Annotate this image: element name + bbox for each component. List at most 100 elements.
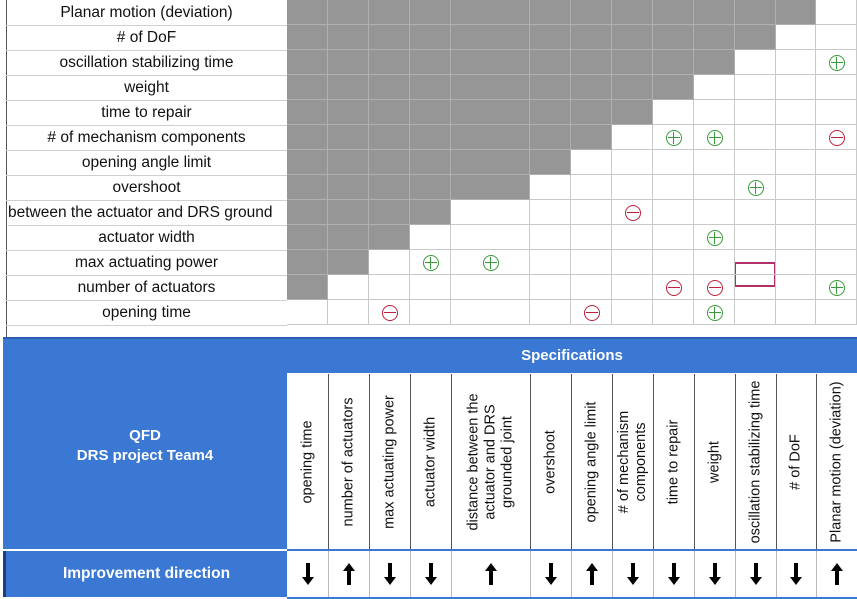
column-header-label: number of actuators <box>340 397 356 526</box>
matrix-cell[interactable] <box>451 275 530 300</box>
matrix-cell[interactable] <box>653 275 694 300</box>
matrix-cell[interactable] <box>530 200 571 225</box>
matrix-cell[interactable] <box>816 200 857 225</box>
matrix-cell[interactable] <box>694 125 735 150</box>
matrix-cell[interactable] <box>735 175 776 200</box>
matrix-cell[interactable] <box>451 225 530 250</box>
matrix-cell[interactable] <box>328 300 369 325</box>
matrix-cell[interactable] <box>328 275 369 300</box>
matrix-cell[interactable] <box>612 125 653 150</box>
matrix-cell[interactable] <box>816 225 857 250</box>
matrix-cell[interactable] <box>776 300 816 325</box>
improvement-cell <box>369 551 411 597</box>
matrix-cell[interactable] <box>735 125 776 150</box>
matrix-cell[interactable] <box>653 150 694 175</box>
matrix-cell[interactable] <box>735 150 776 175</box>
matrix-cell[interactable] <box>694 225 735 250</box>
matrix-cell[interactable] <box>694 175 735 200</box>
matrix-cell[interactable] <box>653 175 694 200</box>
matrix-cell[interactable] <box>369 275 410 300</box>
matrix-cell[interactable] <box>612 300 653 325</box>
matrix-cell[interactable] <box>612 250 653 275</box>
matrix-cell[interactable] <box>653 100 694 125</box>
matrix-cell[interactable] <box>735 300 776 325</box>
matrix-cell[interactable] <box>451 300 530 325</box>
matrix-cell[interactable] <box>735 50 776 75</box>
matrix-cell-blocked <box>410 200 451 225</box>
matrix-cell[interactable] <box>694 250 735 275</box>
specifications-label: Specifications <box>521 347 623 364</box>
matrix-cell[interactable] <box>694 275 735 300</box>
matrix-cell[interactable] <box>369 250 410 275</box>
matrix-cell[interactable] <box>816 75 857 100</box>
matrix-cell[interactable] <box>816 150 857 175</box>
matrix-cell-blocked <box>735 25 776 50</box>
matrix-cell[interactable] <box>694 300 735 325</box>
matrix-cell[interactable] <box>816 250 857 275</box>
matrix-cell-blocked <box>530 0 571 25</box>
matrix-cell[interactable] <box>694 75 735 100</box>
matrix-cell[interactable] <box>571 225 612 250</box>
matrix-cell[interactable] <box>530 300 571 325</box>
matrix-cell[interactable] <box>530 250 571 275</box>
matrix-cell-blocked <box>287 100 328 125</box>
matrix-cell[interactable] <box>776 75 816 100</box>
matrix-cell-blocked <box>530 75 571 100</box>
matrix-cell-blocked <box>410 150 451 175</box>
matrix-cell[interactable] <box>776 200 816 225</box>
matrix-cell[interactable] <box>653 200 694 225</box>
matrix-cell[interactable] <box>410 225 451 250</box>
matrix-cell[interactable] <box>530 225 571 250</box>
matrix-cell[interactable] <box>776 275 816 300</box>
matrix-cell[interactable] <box>816 100 857 125</box>
matrix-cell[interactable] <box>612 175 653 200</box>
matrix-cell[interactable] <box>816 0 857 25</box>
matrix-cell[interactable] <box>816 300 857 325</box>
matrix-cell[interactable] <box>653 125 694 150</box>
matrix-cell[interactable] <box>451 250 530 275</box>
matrix-cell[interactable] <box>571 150 612 175</box>
matrix-cell[interactable] <box>776 175 816 200</box>
matrix-cell[interactable] <box>287 300 328 325</box>
matrix-cell[interactable] <box>571 175 612 200</box>
matrix-cell[interactable] <box>776 50 816 75</box>
matrix-cell[interactable] <box>530 275 571 300</box>
matrix-cell[interactable] <box>653 250 694 275</box>
matrix-cell[interactable] <box>410 275 451 300</box>
matrix-cell[interactable] <box>776 150 816 175</box>
matrix-cell[interactable] <box>653 225 694 250</box>
matrix-cell[interactable] <box>410 300 451 325</box>
matrix-cell[interactable] <box>735 275 776 300</box>
matrix-cell[interactable] <box>816 175 857 200</box>
matrix-cell[interactable] <box>776 125 816 150</box>
matrix-cell[interactable] <box>612 150 653 175</box>
matrix-cell[interactable] <box>571 200 612 225</box>
matrix-cell[interactable] <box>612 225 653 250</box>
matrix-cell[interactable] <box>735 250 776 275</box>
matrix-cell[interactable] <box>694 150 735 175</box>
matrix-cell[interactable] <box>571 250 612 275</box>
matrix-cell[interactable] <box>410 250 451 275</box>
matrix-cell[interactable] <box>571 275 612 300</box>
matrix-cell[interactable] <box>735 100 776 125</box>
matrix-cell[interactable] <box>451 200 530 225</box>
matrix-cell[interactable] <box>571 300 612 325</box>
column-header: # of mechanism components <box>612 374 654 549</box>
matrix-cell[interactable] <box>369 300 410 325</box>
matrix-cell[interactable] <box>612 275 653 300</box>
matrix-cell[interactable] <box>776 225 816 250</box>
matrix-cell[interactable] <box>735 200 776 225</box>
matrix-cell[interactable] <box>776 25 816 50</box>
matrix-cell[interactable] <box>816 25 857 50</box>
matrix-cell[interactable] <box>776 100 816 125</box>
matrix-cell[interactable] <box>694 100 735 125</box>
matrix-cell[interactable] <box>653 300 694 325</box>
matrix-cell[interactable] <box>694 200 735 225</box>
column-header-label: # of mechanism components <box>615 410 649 513</box>
matrix-cell[interactable] <box>735 75 776 100</box>
matrix-cell[interactable] <box>530 175 571 200</box>
matrix-cell[interactable] <box>612 200 653 225</box>
column-header-label: actuator width <box>422 416 438 507</box>
matrix-cell[interactable] <box>776 250 816 275</box>
matrix-cell[interactable] <box>735 225 776 250</box>
